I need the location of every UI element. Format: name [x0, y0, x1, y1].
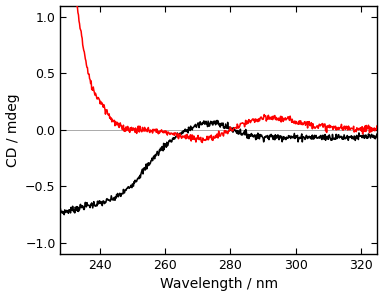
X-axis label: Wavelength / nm: Wavelength / nm	[160, 277, 278, 291]
Y-axis label: CD / mdeg: CD / mdeg	[6, 93, 20, 167]
